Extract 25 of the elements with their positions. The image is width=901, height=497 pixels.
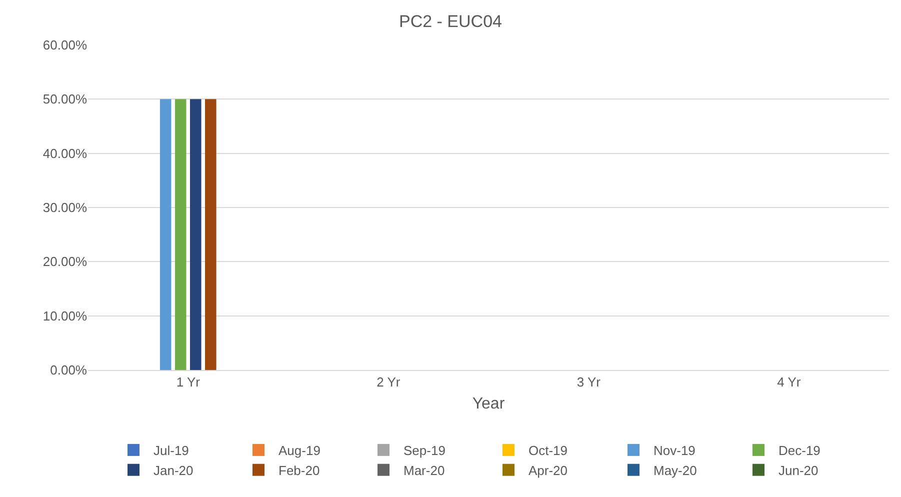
x-tick-label: 2 Yr [376, 374, 401, 390]
y-tick-label: 40.00% [42, 146, 88, 161]
legend-label: Jul-19 [154, 443, 189, 458]
y-tick-label: 10.00% [42, 308, 88, 324]
chart-title: PC2 - EUC04 [399, 12, 502, 31]
legend-label: May-20 [654, 462, 697, 478]
legend-label: Sep-19 [404, 443, 446, 458]
y-tick-label: 60.00% [42, 38, 88, 53]
y-tick-label: 20.00% [42, 254, 88, 270]
x-tick-label: 3 Yr [576, 374, 602, 390]
x-axis-title: Year [472, 395, 506, 412]
x-tick-label: 1 Yr [176, 374, 201, 390]
legend-label: Mar-20 [404, 462, 445, 478]
legend-label: Dec-19 [778, 443, 820, 458]
y-tick-label: 0.00% [50, 362, 88, 378]
y-tick-label: 30.00% [42, 200, 88, 216]
legend-label: Jun-20 [778, 462, 818, 478]
x-tick-label: 4 Yr [777, 374, 802, 390]
legend-label: Jan-20 [154, 462, 194, 478]
legend-label: Oct-19 [528, 443, 568, 458]
legend-label: Aug-19 [278, 443, 320, 458]
legend-label: Feb-20 [278, 462, 320, 478]
y-tick-label: 50.00% [42, 92, 88, 107]
legend-label: Apr-20 [528, 462, 568, 478]
legend-label: Nov-19 [654, 443, 696, 458]
